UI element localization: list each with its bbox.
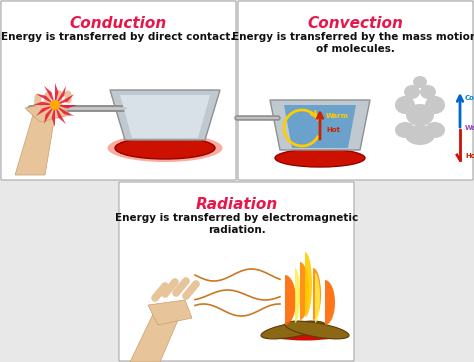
- FancyBboxPatch shape: [119, 182, 354, 361]
- Polygon shape: [285, 275, 296, 325]
- Ellipse shape: [395, 122, 415, 138]
- Polygon shape: [55, 105, 77, 108]
- Polygon shape: [270, 100, 370, 150]
- Ellipse shape: [404, 85, 420, 99]
- Polygon shape: [110, 90, 220, 140]
- Polygon shape: [120, 95, 210, 138]
- Polygon shape: [44, 86, 55, 105]
- Text: Hot: Hot: [326, 127, 340, 133]
- Ellipse shape: [115, 137, 215, 159]
- Text: Convection: Convection: [307, 16, 403, 31]
- Polygon shape: [55, 105, 74, 116]
- Text: Cool: Cool: [465, 95, 474, 101]
- FancyBboxPatch shape: [1, 1, 236, 180]
- Polygon shape: [305, 252, 312, 317]
- Polygon shape: [300, 262, 309, 320]
- Polygon shape: [55, 94, 74, 105]
- Ellipse shape: [420, 85, 436, 99]
- Text: Radiation: Radiation: [196, 197, 278, 212]
- Polygon shape: [148, 300, 192, 325]
- Polygon shape: [55, 83, 58, 105]
- Ellipse shape: [285, 321, 349, 339]
- Text: Warm: Warm: [326, 113, 349, 119]
- Text: Energy is transferred by direct contact.: Energy is transferred by direct contact.: [1, 32, 235, 42]
- Ellipse shape: [395, 96, 415, 114]
- Polygon shape: [44, 105, 55, 124]
- Text: Energy is transferred by electromagnetic
radiation.: Energy is transferred by electromagnetic…: [115, 213, 359, 235]
- Polygon shape: [25, 102, 70, 122]
- Ellipse shape: [406, 104, 434, 126]
- Polygon shape: [325, 280, 335, 325]
- Polygon shape: [36, 94, 55, 105]
- Ellipse shape: [265, 325, 345, 341]
- Polygon shape: [55, 105, 66, 124]
- Ellipse shape: [275, 149, 365, 167]
- Polygon shape: [52, 105, 55, 127]
- Polygon shape: [55, 86, 66, 105]
- Text: Conduction: Conduction: [69, 16, 167, 31]
- FancyBboxPatch shape: [238, 1, 473, 180]
- Polygon shape: [130, 310, 178, 362]
- Ellipse shape: [425, 122, 445, 138]
- Ellipse shape: [425, 96, 445, 114]
- Text: Hot: Hot: [465, 153, 474, 159]
- Text: Energy is transferred by the mass motion
of molecules.: Energy is transferred by the mass motion…: [232, 32, 474, 54]
- Ellipse shape: [50, 100, 60, 110]
- Polygon shape: [15, 108, 55, 175]
- Ellipse shape: [405, 125, 435, 145]
- Ellipse shape: [413, 76, 427, 88]
- Ellipse shape: [261, 321, 325, 339]
- Polygon shape: [33, 102, 55, 105]
- Polygon shape: [284, 105, 356, 148]
- Ellipse shape: [108, 134, 222, 162]
- Text: Warm: Warm: [465, 125, 474, 131]
- Polygon shape: [295, 268, 300, 323]
- Polygon shape: [315, 273, 320, 323]
- Polygon shape: [36, 105, 55, 116]
- Polygon shape: [313, 268, 321, 320]
